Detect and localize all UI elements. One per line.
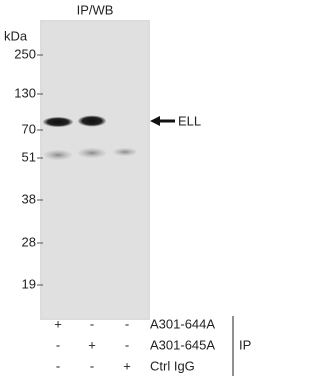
lane-symbol: - xyxy=(90,358,94,373)
lane-symbol: - xyxy=(90,316,94,331)
marker-label: 70 xyxy=(22,121,36,136)
blot-inner xyxy=(42,22,148,318)
marker-label: 250 xyxy=(14,46,36,61)
marker-label: 38 xyxy=(22,191,36,206)
faint-band xyxy=(78,148,106,158)
lane-symbol: - xyxy=(125,316,129,331)
row-label: A301-644A xyxy=(150,316,215,331)
lane-symbol: - xyxy=(125,337,129,352)
arrow xyxy=(150,116,175,126)
unit: kDa xyxy=(4,28,28,43)
lane-symbol: + xyxy=(88,337,96,352)
row-label: Ctrl IgG xyxy=(150,358,195,373)
lane-symbol: - xyxy=(56,358,60,373)
title: IP/WB xyxy=(77,2,114,17)
figure: IP/WB kDa 250 130 70 51 38 28 19 ELL IP … xyxy=(4,2,251,376)
faint-band xyxy=(113,148,137,156)
marker-label: 51 xyxy=(22,149,36,164)
band-label: ELL xyxy=(178,113,201,128)
group-label: IP xyxy=(239,337,251,352)
row-label: A301-645A xyxy=(150,337,215,352)
band xyxy=(43,117,73,127)
band xyxy=(78,115,106,127)
lane-symbol: + xyxy=(123,358,131,373)
faint-band xyxy=(44,150,72,160)
lane-symbol: - xyxy=(56,337,60,352)
marker-label: 130 xyxy=(14,85,36,100)
marker-label: 28 xyxy=(22,234,36,249)
marker-label: 19 xyxy=(22,276,36,291)
lane-symbol: + xyxy=(54,316,62,331)
